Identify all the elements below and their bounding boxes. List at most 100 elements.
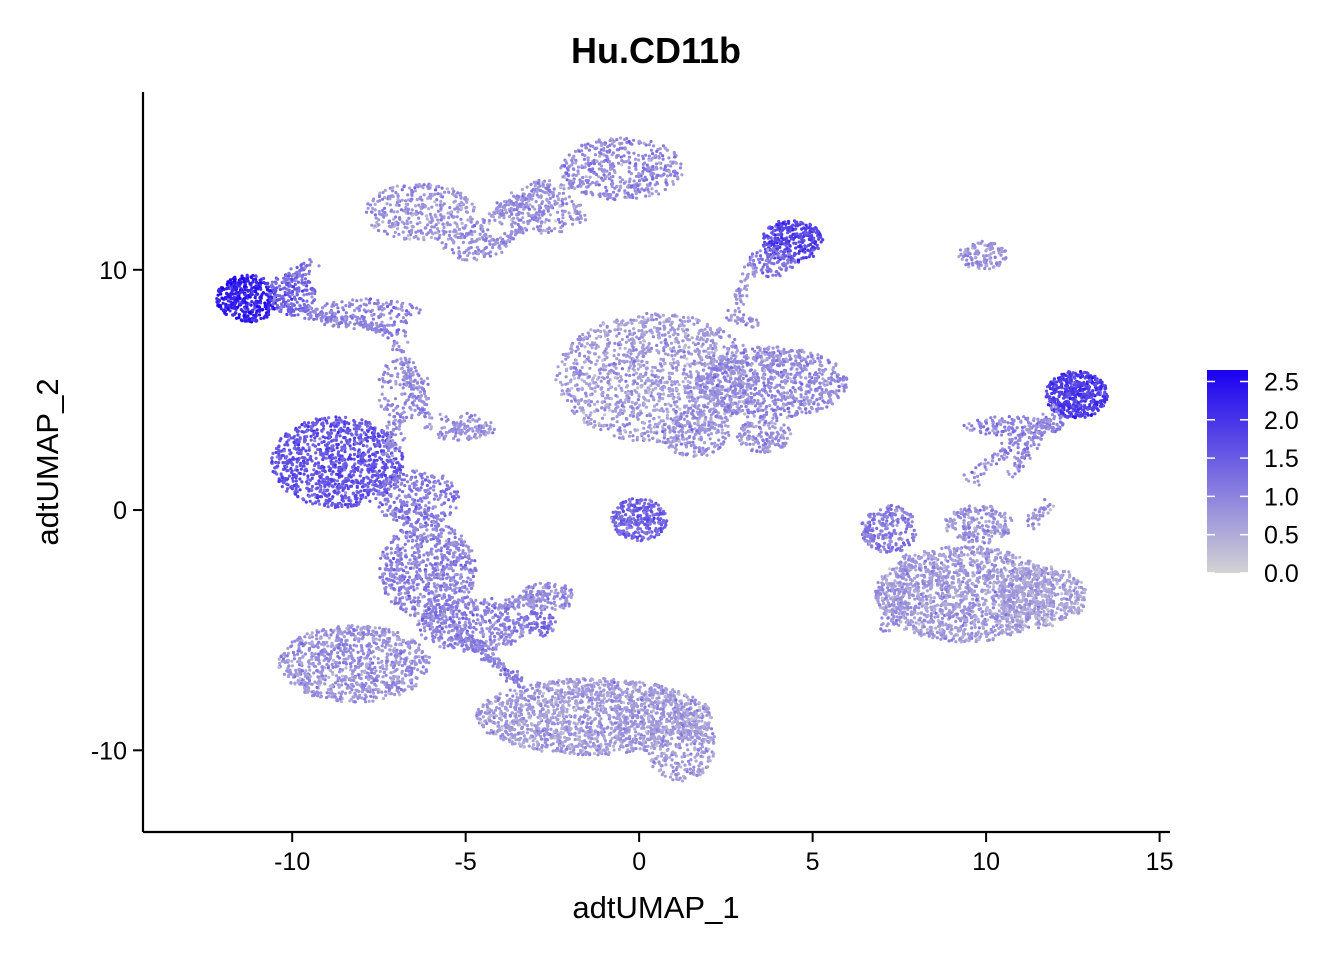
cell-point: [728, 394, 732, 399]
cell-point: [310, 295, 314, 299]
cell-point: [539, 221, 544, 225]
cell-point: [768, 435, 772, 439]
cell-point: [344, 304, 348, 308]
cell-point: [792, 253, 796, 258]
cell-point: [592, 329, 597, 333]
cell-point: [554, 219, 558, 223]
cell-point: [676, 396, 680, 400]
cell-point: [800, 410, 804, 414]
cell-point: [604, 331, 608, 335]
cell-point: [680, 433, 684, 437]
cell-point: [801, 222, 805, 226]
cell-point: [645, 430, 650, 434]
cell-point: [797, 352, 801, 356]
cell-point: [404, 415, 409, 419]
cell-point: [586, 142, 590, 146]
cell-point: [708, 399, 713, 403]
cell-point: [675, 387, 679, 391]
cell-point: [711, 341, 716, 345]
cell-point: [783, 249, 787, 253]
cell-point: [742, 391, 747, 395]
cell-point: [254, 284, 258, 288]
cell-point: [602, 376, 606, 381]
cell-point: [602, 173, 606, 177]
cell-point: [776, 389, 780, 393]
cell-point: [435, 185, 439, 189]
cell-point: [804, 360, 808, 364]
cell-point: [770, 394, 774, 398]
cell-point: [699, 438, 703, 442]
cell-point: [440, 241, 444, 245]
cell-point: [667, 440, 672, 444]
cell-point: [659, 174, 663, 178]
cell-point: [402, 410, 406, 414]
cell-point: [591, 167, 595, 171]
cell-point: [628, 364, 633, 368]
cell-point: [775, 371, 779, 376]
cell-point: [608, 369, 612, 373]
cell-point: [684, 431, 688, 435]
cell-point: [784, 237, 788, 241]
cell-point: [745, 382, 749, 386]
cell-point: [623, 137, 627, 142]
cell-point: [303, 281, 307, 285]
cell-point: [616, 428, 620, 432]
cell-point: [673, 349, 677, 353]
cell-point: [666, 163, 670, 167]
cell-point: [753, 404, 758, 408]
cell-point: [259, 294, 263, 298]
cell-point: [599, 379, 603, 383]
cell-point: [770, 376, 774, 380]
cell-point: [619, 408, 623, 412]
cell-point: [400, 303, 404, 307]
cell-point: [783, 431, 787, 435]
cell-point: [447, 216, 451, 220]
cell-point: [373, 213, 377, 217]
cell-point: [684, 332, 689, 336]
cell-point: [661, 357, 666, 361]
cell-point: [765, 363, 770, 368]
cell-point: [746, 415, 750, 419]
cell-point: [565, 161, 569, 165]
cell-point: [392, 305, 396, 310]
cell-point: [617, 161, 621, 165]
cell-point: [583, 400, 588, 404]
cell-point: [658, 369, 663, 373]
cell-point: [616, 328, 620, 332]
cell-point: [699, 395, 703, 399]
cell-point: [646, 434, 651, 438]
cell-point: [721, 354, 725, 358]
cell-point: [233, 286, 238, 290]
cell-point: [767, 444, 772, 448]
cell-point: [638, 141, 643, 145]
cell-point: [638, 340, 643, 345]
cell-point: [573, 366, 578, 370]
cell-point: [766, 383, 770, 387]
cell-point: [406, 234, 410, 238]
cell-point: [763, 368, 767, 373]
cell-point: [658, 322, 662, 326]
cell-point: [269, 284, 273, 288]
cell-point: [797, 406, 801, 410]
cell-point: [582, 157, 587, 161]
cell-point: [699, 336, 703, 340]
cell-point: [652, 416, 656, 421]
cell-point: [453, 199, 457, 203]
cell-point: [714, 423, 718, 427]
cell-point: [683, 376, 688, 380]
cell-point: [798, 223, 802, 227]
cell-point: [414, 230, 418, 234]
cell-point: [595, 359, 599, 363]
cell-point: [472, 256, 476, 260]
cell-point: [758, 450, 763, 454]
cell-point: [798, 373, 802, 377]
cell-point: [370, 308, 374, 312]
cell-point: [243, 319, 247, 323]
cell-point: [565, 202, 569, 206]
cell-point: [382, 215, 386, 219]
cell-point: [561, 175, 565, 179]
cell-point: [610, 417, 614, 421]
cell-point: [642, 354, 646, 358]
cell-point: [669, 404, 673, 408]
cell-point: [678, 424, 682, 428]
